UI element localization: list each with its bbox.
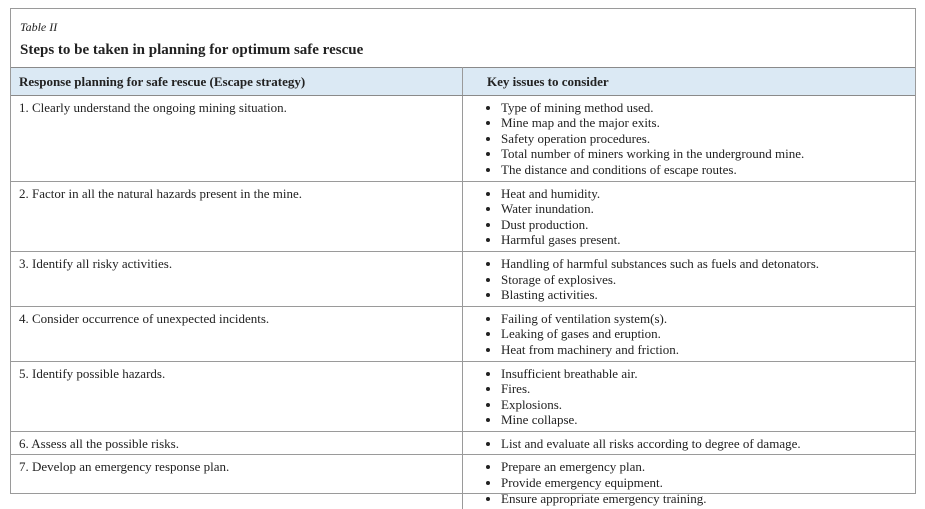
step-cell: 2. Factor in all the natural hazards pre… bbox=[11, 181, 463, 252]
issues-cell: List and evaluate all risks according to… bbox=[462, 431, 915, 456]
issue-item: Insufficient breathable air. bbox=[501, 366, 907, 382]
table-row: 6. Assess all the possible risks. List an… bbox=[11, 431, 915, 456]
issue-list: Type of mining method used.Mine map and … bbox=[471, 100, 907, 178]
header-cell: Key issues to consider bbox=[462, 67, 915, 96]
issues-cell: Heat and humidity.Water inundation.Dust … bbox=[462, 181, 915, 252]
table-row: 3. Identify all risky activities. Handlin… bbox=[11, 251, 915, 307]
table-frame: Table II Steps to be taken in planning f… bbox=[10, 8, 916, 509]
issue-item: Failing of ventilation system(s). bbox=[501, 311, 907, 327]
table-row: 7. Develop an emergency response plan.Pr… bbox=[11, 454, 916, 509]
issue-item: Water inundation. bbox=[501, 201, 907, 217]
issue-item: Heat from machinery and friction. bbox=[501, 342, 907, 358]
step-cell: 5. Identify possible hazards. bbox=[11, 361, 463, 432]
issue-item: Handling of harmful substances such as f… bbox=[501, 256, 907, 272]
header-row: Response planning for safe rescue (Escap… bbox=[11, 67, 915, 96]
table-body: 1. Clearly understand the ongoing mining… bbox=[11, 95, 915, 509]
issues-cell: Type of mining method used.Mine map and … bbox=[462, 95, 915, 182]
issues-cell: Failing of ventilation system(s).Leaking… bbox=[462, 306, 915, 362]
issue-item: Mine map and the major exits. bbox=[501, 115, 907, 131]
step-cell: 3. Identify all risky activities. bbox=[11, 251, 463, 307]
issue-list: Heat and humidity.Water inundation.Dust … bbox=[471, 186, 907, 248]
step-cell: 6. Assess all the possible risks. bbox=[11, 431, 463, 456]
issue-item: Explosions. bbox=[501, 397, 907, 413]
issue-list: Prepare an emergency plan.Provide emerge… bbox=[471, 459, 907, 506]
table-label: Table II bbox=[20, 20, 58, 34]
issue-list: Handling of harmful substances such as f… bbox=[471, 256, 907, 303]
issue-list: Failing of ventilation system(s).Leaking… bbox=[471, 311, 907, 358]
issue-list: List and evaluate all risks according to… bbox=[471, 436, 907, 452]
table-row: 2. Factor in all the natural hazards pre… bbox=[11, 181, 915, 252]
issues-cell: Handling of harmful substances such as f… bbox=[462, 251, 915, 307]
issue-item: Type of mining method used. bbox=[501, 100, 907, 116]
issues-cell: Prepare an emergency plan.Provide emerge… bbox=[463, 455, 916, 509]
issue-item: The distance and conditions of escape ro… bbox=[501, 162, 907, 178]
issue-item: Storage of explosives. bbox=[501, 272, 907, 288]
table-title: Steps to be taken in planning for optimu… bbox=[20, 42, 364, 58]
issue-item: Leaking of gases and eruption. bbox=[501, 326, 907, 342]
header-cell: Response planning for safe rescue (Escap… bbox=[11, 67, 463, 96]
table-row: 5. Identify possible hazards.Insufficien… bbox=[11, 361, 915, 432]
step-cell: 4. Consider occurrence of unexpected inc… bbox=[11, 306, 463, 362]
issue-item: Prepare an emergency plan. bbox=[501, 459, 907, 475]
issue-item: Safety operation procedures. bbox=[501, 131, 907, 147]
table-row: 4. Consider occurrence of unexpected inc… bbox=[11, 306, 915, 362]
issue-item: Provide emergency equipment. bbox=[501, 475, 907, 491]
issue-item: Ensure appropriate emergency training. bbox=[501, 491, 907, 507]
issue-item: Mine collapse. bbox=[501, 412, 907, 428]
table-row: 1. Clearly understand the ongoing mining… bbox=[11, 95, 915, 182]
issues-cell: Insufficient breathable air.Fires.Explos… bbox=[462, 361, 915, 432]
table: Response planning for safe rescue (Escap… bbox=[11, 67, 915, 509]
issue-item: Blasting activities. bbox=[501, 287, 907, 303]
issue-item: List and evaluate all risks according to… bbox=[501, 436, 907, 452]
issue-item: Dust production. bbox=[501, 217, 907, 233]
step-cell: 1. Clearly understand the ongoing mining… bbox=[11, 95, 463, 182]
step-cell: 7. Develop an emergency response plan. bbox=[11, 454, 463, 509]
issue-item: Fires. bbox=[501, 381, 907, 397]
issue-item: Total number of miners working in the un… bbox=[501, 146, 907, 162]
issue-item: Harmful gases present. bbox=[501, 232, 907, 248]
issue-list: Insufficient breathable air.Fires.Explos… bbox=[471, 366, 907, 428]
issue-item: Heat and humidity. bbox=[501, 186, 907, 202]
